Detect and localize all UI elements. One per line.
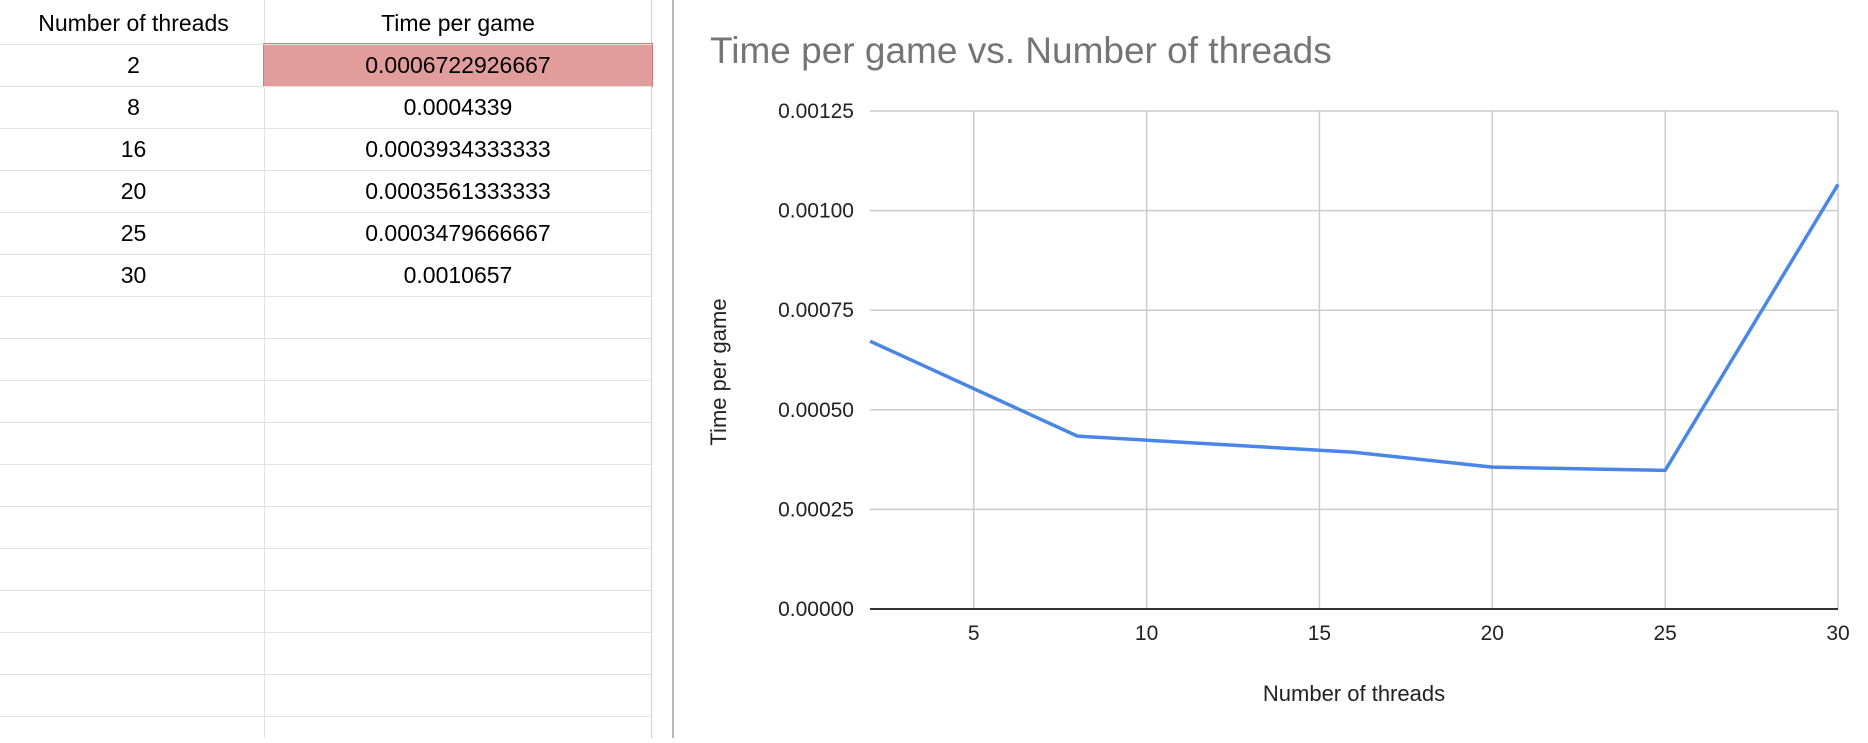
row-divider (0, 506, 652, 507)
x-tick-label: 30 (1826, 622, 1849, 645)
row-divider (0, 380, 652, 381)
sheet-chart-divider (672, 0, 674, 738)
cell-threads[interactable]: 25 (120, 220, 147, 246)
cell-threads[interactable]: 2 (127, 52, 140, 78)
row-divider (0, 86, 652, 87)
x-tick-label: 15 (1308, 622, 1331, 645)
row-divider (0, 422, 652, 423)
row-divider (0, 548, 652, 549)
y-tick-label: 0.00000 (778, 598, 854, 621)
chart-plot: 0.00000 0.00025 0.00050 0.00075 0.00100 0.001… (706, 100, 1850, 706)
x-tick-label: 5 (968, 622, 980, 645)
cell-time[interactable]: 0.0003934333333 (365, 136, 551, 162)
cell-threads[interactable]: 20 (120, 178, 147, 204)
y-tick-label: 0.00025 (778, 498, 854, 521)
cell-time[interactable]: 0.0003561333333 (365, 178, 551, 204)
x-tick-label: 20 (1481, 622, 1504, 645)
y-tick-label: 0.00100 (778, 200, 854, 223)
column-divider (264, 0, 265, 738)
cell-threads[interactable]: 8 (127, 94, 140, 120)
row-divider (0, 632, 652, 633)
row-divider (0, 338, 652, 339)
cell-time[interactable]: 0.0004339 (403, 94, 513, 120)
header-cell-threads[interactable]: Number of threads (38, 10, 229, 36)
row-divider (0, 716, 652, 717)
cell-threads[interactable]: 30 (120, 262, 147, 288)
column-divider (651, 0, 652, 738)
line-chart[interactable]: Time per game vs. Number of threads 0.00… (674, 0, 1868, 738)
row-divider (0, 128, 652, 129)
cell-time[interactable]: 0.0003479666667 (365, 220, 551, 246)
cell-time-selected[interactable]: 0.0006722926667 (263, 43, 653, 87)
x-tick-label: 25 (1653, 622, 1676, 645)
y-tick-label: 0.00050 (778, 399, 854, 422)
row-divider (0, 170, 652, 171)
row-divider (0, 212, 652, 213)
row-divider (0, 674, 652, 675)
row-divider (0, 44, 652, 45)
x-axis-title: Number of threads (1263, 681, 1445, 706)
spreadsheet-grid: Number of threads Time per game 2 0.0006… (0, 0, 674, 738)
y-tick-label: 0.00075 (778, 299, 854, 322)
series-line (869, 183, 1840, 473)
header-cell-time[interactable]: Time per game (381, 10, 535, 36)
x-tick-label: 10 (1135, 622, 1158, 645)
row-divider (0, 464, 652, 465)
row-divider (0, 254, 652, 255)
cell-threads[interactable]: 16 (120, 136, 147, 162)
chart-title: Time per game vs. Number of threads (710, 30, 1332, 71)
row-divider (0, 590, 652, 591)
y-axis-title: Time per game (706, 298, 731, 445)
cell-time[interactable]: 0.0010657 (403, 262, 513, 288)
y-tick-label: 0.00125 (778, 100, 854, 123)
row-divider (0, 296, 652, 297)
